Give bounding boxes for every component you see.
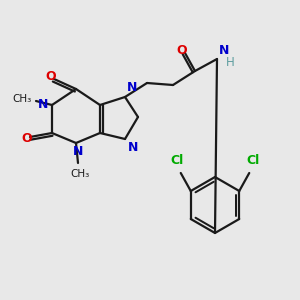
Text: N: N [38,98,48,112]
Text: O: O [46,70,56,83]
Text: N: N [219,44,230,57]
Text: N: N [128,141,138,154]
Text: O: O [177,44,187,56]
Text: N: N [73,145,83,158]
Text: CH₃: CH₃ [13,94,32,104]
Text: N: N [127,81,137,94]
Text: O: O [22,133,32,146]
Text: Cl: Cl [170,154,183,167]
Text: H: H [226,56,235,70]
Text: CH₃: CH₃ [70,169,90,179]
Text: Cl: Cl [247,154,260,167]
